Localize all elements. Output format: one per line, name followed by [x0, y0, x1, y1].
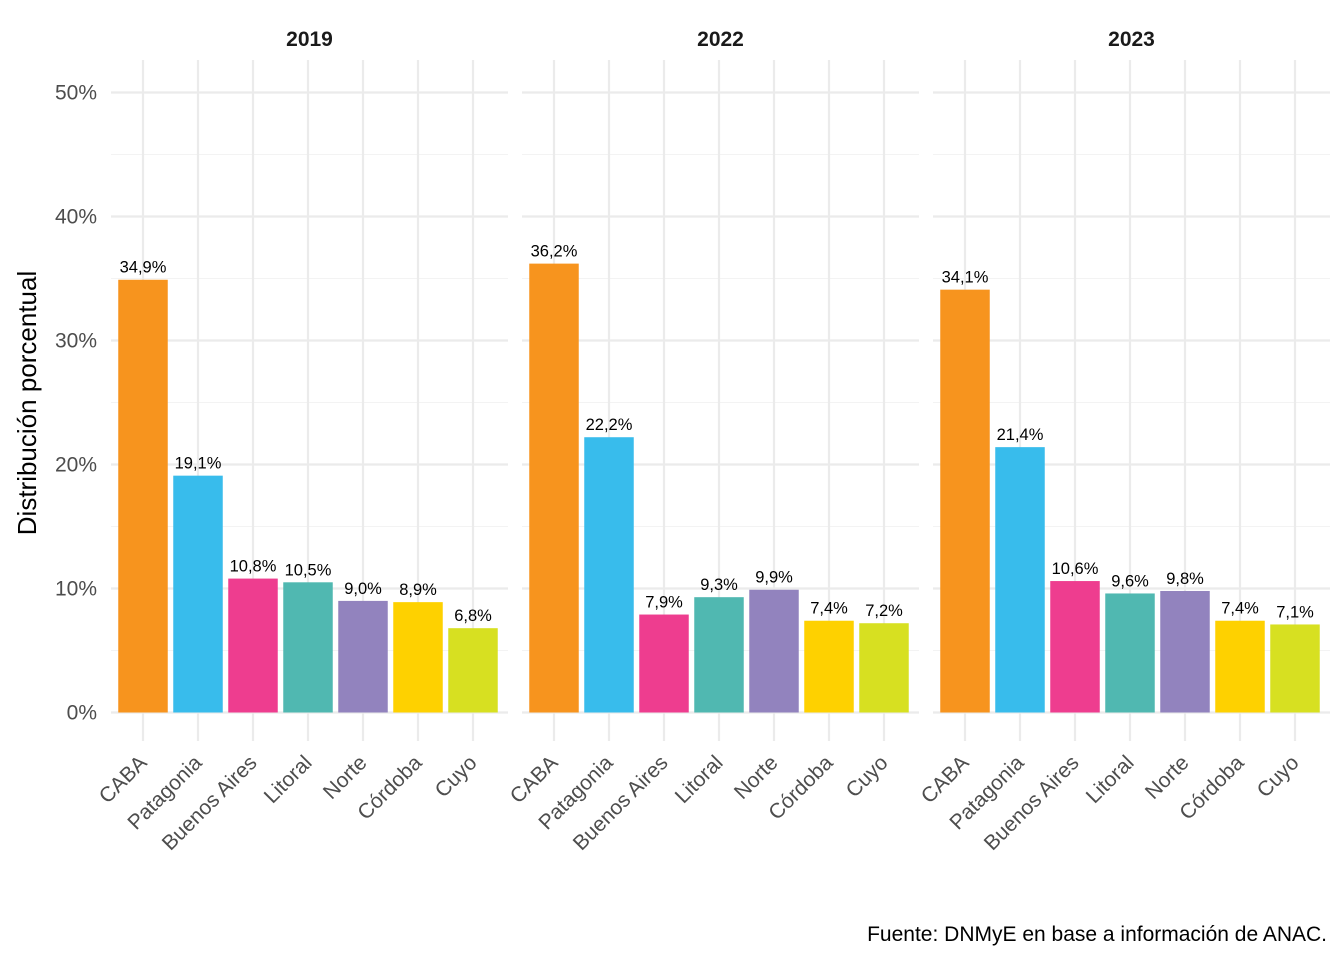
bar-value-label: 36,2%	[531, 243, 578, 261]
y-axis-title: Distribución porcentual	[12, 271, 42, 535]
x-tick-label: Litoral	[260, 751, 317, 808]
bar-value-label: 8,9%	[399, 581, 437, 599]
y-tick-label: 50%	[55, 82, 97, 105]
bar	[859, 623, 909, 713]
bar-value-label: 34,1%	[942, 269, 989, 287]
bar	[228, 578, 278, 713]
bar	[1270, 624, 1320, 713]
bar	[338, 600, 388, 713]
bar-value-label: 9,0%	[344, 580, 382, 598]
bar-value-label: 7,9%	[645, 594, 683, 612]
bar	[1160, 590, 1210, 713]
bar	[940, 289, 990, 713]
bar-value-label: 7,1%	[1276, 603, 1314, 621]
x-tick-label: Norte	[1141, 751, 1194, 804]
bar-value-label: 9,9%	[755, 569, 793, 587]
bar	[639, 614, 689, 713]
bar-value-label: 19,1%	[175, 455, 222, 473]
bar-value-label: 6,8%	[454, 607, 492, 625]
x-tick-label: Litoral	[671, 751, 728, 808]
chart-caption: Fuente: DNMyE en base a información de A…	[867, 923, 1327, 946]
bar-value-label: 21,4%	[997, 426, 1044, 444]
bar	[118, 279, 168, 713]
bar-value-label: 9,6%	[1111, 572, 1149, 590]
bar	[1105, 593, 1155, 713]
x-tick-label: Norte	[730, 751, 783, 804]
x-tick-label: Cuyo	[842, 751, 893, 802]
y-tick-label: 30%	[55, 330, 97, 353]
panel-title: 2023	[1108, 28, 1155, 51]
bar-value-label: 10,5%	[285, 561, 332, 579]
y-axis-ticks: 0% 10% 20% 30% 40% 50%	[55, 82, 97, 725]
x-tick-label: Litoral	[1082, 751, 1139, 808]
y-tick-label: 0%	[67, 702, 97, 725]
bar-value-label: 7,4%	[1221, 600, 1259, 618]
bar	[995, 447, 1045, 713]
y-tick-label: 10%	[55, 578, 97, 601]
bar	[1215, 620, 1265, 713]
bar	[283, 582, 333, 713]
x-tick-label: Cuyo	[1253, 751, 1304, 802]
bar-value-label: 22,2%	[586, 416, 633, 434]
bar-value-label: 10,6%	[1052, 560, 1099, 578]
bar-value-label: 7,2%	[865, 602, 903, 620]
x-tick-label: Norte	[319, 751, 372, 804]
y-tick-label: 20%	[55, 454, 97, 477]
bar	[749, 589, 799, 713]
bar	[173, 475, 223, 713]
bar-value-label: 10,8%	[230, 558, 277, 576]
bar	[448, 628, 498, 713]
bar	[1050, 581, 1100, 713]
y-tick-label: 40%	[55, 206, 97, 229]
panel-title: 2022	[697, 28, 744, 51]
bar-value-label: 9,3%	[700, 576, 738, 594]
bar	[584, 437, 634, 713]
bar	[804, 620, 854, 713]
bar-value-label: 7,4%	[810, 600, 848, 618]
bar-value-label: 9,8%	[1166, 570, 1204, 588]
bar	[393, 602, 443, 713]
bar	[694, 597, 744, 713]
bar-value-label: 34,9%	[120, 259, 167, 277]
x-tick-label: Cuyo	[431, 751, 482, 802]
panel-title: 2019	[286, 28, 333, 51]
bar	[529, 263, 579, 713]
